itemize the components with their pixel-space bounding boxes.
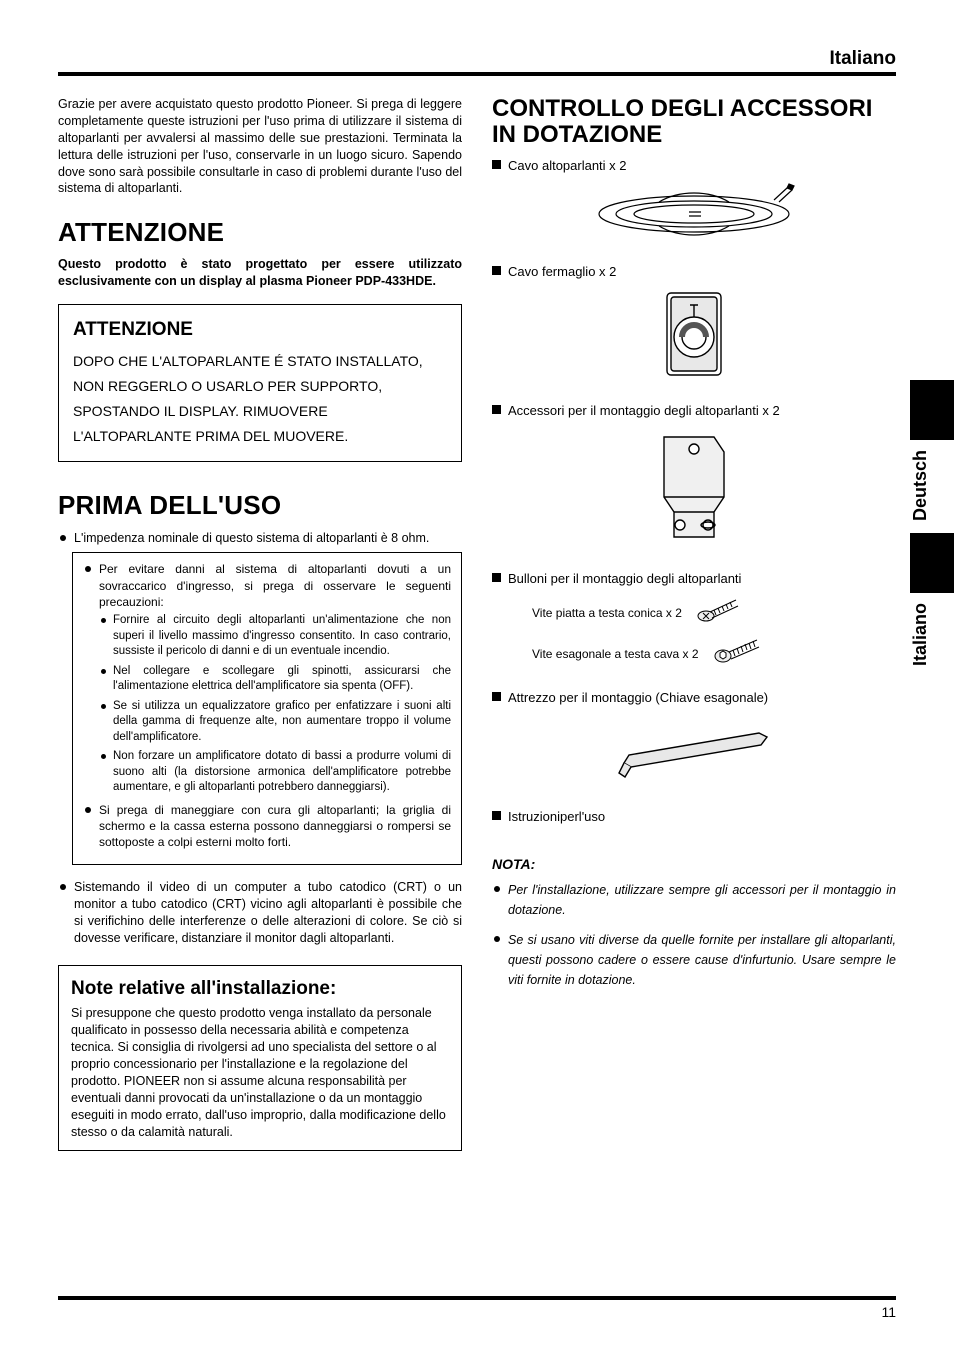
install-note-box: Note relative all'installazione: Si pres… — [58, 965, 462, 1152]
accessory-manual: Istruzioniperl'uso — [492, 808, 896, 826]
install-note-body: Si presuppone che questo prodotto venga … — [71, 1005, 449, 1140]
screw-hex-icon — [713, 636, 763, 671]
attenzione-box-title: ATTENZIONE — [73, 317, 447, 343]
attenzione-heading: ATTENZIONE — [58, 215, 462, 250]
right-column: CONTROLLO DEGLI ACCESSORI IN DOTAZIONE C… — [492, 96, 896, 1151]
screw-flat-icon — [696, 596, 742, 631]
attenzione-box: ATTENZIONE DOPO CHE L'ALTOPARLANTE É STA… — [58, 304, 462, 462]
accessory-bracket: Accessori per il montaggio degli altopar… — [492, 402, 896, 552]
accessory-tool: Attrezzo per il montaggio (Chiave esagon… — [492, 689, 896, 789]
accessories-heading: CONTROLLO DEGLI ACCESSORI IN DOTAZIONE — [492, 96, 896, 149]
screw-flat-row: Vite piatta a testa conica x 2 — [532, 596, 896, 631]
page-number: 11 — [58, 1304, 896, 1320]
tab-block-italiano — [910, 533, 954, 593]
precaution-item-3: Se si utilizza un equalizzatore grafico … — [99, 699, 451, 746]
nota-heading: NOTA: — [492, 855, 896, 874]
tab-italiano: Italiano — [910, 603, 931, 666]
install-note-title: Note relative all'installazione: — [71, 976, 449, 1002]
footer-rule — [58, 1296, 896, 1300]
screw-flat-label: Vite piatta a testa conica x 2 — [532, 605, 682, 621]
accessory-bolts: Bulloni per il montaggio degli altoparla… — [492, 570, 896, 671]
bracket-icon — [492, 427, 896, 552]
prima-list: L'impedenza nominale di questo sistema d… — [58, 530, 462, 547]
prima-list-2: Sistemando il video di un computer a tub… — [58, 879, 462, 947]
precaution-item-4: Non forzare un amplificatore dotato di b… — [99, 749, 451, 796]
tab-block-deutsch — [910, 380, 954, 440]
hexkey-icon — [492, 715, 896, 790]
screw-hex-row: Vite esagonale a testa cava x 2 — [532, 636, 896, 671]
accessory-tool-label: Attrezzo per il montaggio (Chiave esagon… — [492, 689, 896, 707]
precaution-tail: Si prega di maneggiare con cura gli alto… — [83, 802, 451, 851]
prima-heading: PRIMA DELL'USO — [58, 488, 462, 523]
footer: 11 — [58, 1296, 896, 1320]
cable-icon — [492, 182, 896, 245]
accessory-manual-label: Istruzioniperl'uso — [492, 808, 896, 826]
attenzione-bold: Questo prodotto è stato progettato per e… — [58, 256, 462, 290]
precaution-item-1: Fornire al circuito degli altoparlanti u… — [99, 613, 451, 660]
intro-paragraph: Grazie per avere acquistato questo prodo… — [58, 96, 462, 197]
clamp-icon — [492, 289, 896, 384]
side-tabs: Deutsch Italiano — [910, 380, 954, 678]
accessory-bolts-label: Bulloni per il montaggio degli altoparla… — [492, 570, 896, 588]
precaution-item-2: Nel collegare e scollegare gli spinotti,… — [99, 664, 451, 695]
accessory-bracket-label: Accessori per il montaggio degli altopar… — [492, 402, 896, 420]
prima-bullet-1: L'impedenza nominale di questo sistema d… — [58, 530, 462, 547]
left-column: Grazie per avere acquistato questo prodo… — [58, 96, 462, 1151]
screw-hex-label: Vite esagonale a testa cava x 2 — [532, 646, 699, 662]
attenzione-box-body: DOPO CHE L'ALTOPARLANTE É STATO INSTALLA… — [73, 349, 447, 450]
header-rule — [58, 72, 896, 76]
precaution-lead: Per evitare danni al sistema di altoparl… — [83, 561, 451, 795]
tab-deutsch: Deutsch — [910, 450, 931, 521]
accessory-cable-label: Cavo altoparlanti x 2 — [492, 157, 896, 175]
precaution-box: Per evitare danni al sistema di altoparl… — [72, 552, 462, 865]
nota-item-1: Per l'installazione, utilizzare sempre g… — [492, 880, 896, 920]
content-columns: Grazie per avere acquistato questo prodo… — [58, 96, 896, 1151]
precaution-sublist: Fornire al circuito degli altoparlanti u… — [99, 613, 451, 796]
accessory-tool-text: Attrezzo per il montaggio (Chiave esagon… — [508, 690, 768, 705]
header-language: Italiano — [58, 48, 896, 70]
accessory-cable: Cavo altoparlanti x 2 — [492, 157, 896, 245]
accessory-clamp-label: Cavo fermaglio x 2 — [492, 263, 896, 281]
nota-list: Per l'installazione, utilizzare sempre g… — [492, 880, 896, 990]
prima-bullet-2: Sistemando il video di un computer a tub… — [58, 879, 462, 947]
precaution-lead-text: Per evitare danni al sistema di altoparl… — [99, 562, 451, 608]
nota-item-2: Se si usano viti diverse da quelle forni… — [492, 930, 896, 990]
accessory-clamp: Cavo fermaglio x 2 — [492, 263, 896, 383]
